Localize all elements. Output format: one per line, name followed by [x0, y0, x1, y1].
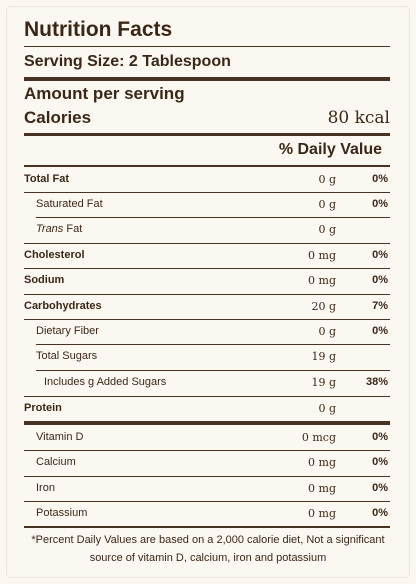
nutrient-row-total-fat: Total Fat 0 g 0% [24, 167, 390, 192]
nutrient-name: Cholesterol [24, 249, 85, 261]
calories-divider [24, 133, 390, 136]
nutrient-amount: 19 g [311, 376, 336, 389]
header-divider [24, 165, 390, 167]
nutrient-amount: 0 mg [308, 456, 336, 469]
nutrient-amount: 0 g [318, 402, 336, 415]
nutrient-row-carbohydrates: Carbohydrates 20 g 7% [24, 294, 390, 319]
nutrient-row-iron: Iron 0 mg 0% [24, 476, 390, 501]
nutrient-name: Total Sugars [36, 350, 98, 362]
nutrient-amount: 0 mg [308, 482, 336, 495]
nutrient-amount: 0 g [318, 325, 336, 338]
nutrient-row-cholesterol: Cholesterol 0 mg 0% [24, 243, 390, 268]
nutrient-name: Dietary Fiber [36, 325, 99, 337]
nutrient-name: Iron [36, 482, 55, 494]
row-divider [24, 450, 390, 451]
nutrient-amount: 0 mg [308, 507, 336, 520]
nutrient-dv: 0% [372, 173, 388, 185]
label-title: Nutrition Facts [24, 18, 173, 41]
protein-divider [24, 421, 390, 425]
trans-rest: Fat [63, 223, 83, 235]
row-divider [24, 476, 390, 477]
nutrient-dv: 0% [372, 249, 388, 261]
nutrient-name: Trans Fat [36, 223, 82, 235]
nutrient-name: Potassium [36, 507, 88, 519]
nutrient-row-added-sugars: Includes g Added Sugars 19 g 38% [24, 370, 390, 395]
row-divider [24, 501, 390, 502]
row-divider [24, 268, 390, 269]
row-divider [24, 319, 390, 320]
row-divider [24, 396, 390, 397]
nutrient-dv: 7% [372, 300, 388, 312]
serving-divider [24, 77, 390, 81]
nutrient-row-protein: Protein 0 g [24, 396, 390, 421]
amount-per-serving: Amount per serving [24, 84, 185, 103]
title-divider [24, 46, 390, 47]
nutrient-dv: 0% [372, 456, 388, 468]
nutrient-dv: 0% [372, 325, 388, 337]
row-divider [24, 243, 390, 244]
nutrient-amount: 0 g [318, 223, 336, 236]
nutrient-name: Protein [24, 402, 62, 414]
nutrient-row-trans-fat: Trans Fat 0 g [24, 217, 390, 242]
serving-size: Serving Size: 2 Tablespoon [24, 53, 231, 70]
nutrient-amount: 0 mcg [301, 431, 336, 444]
nutrient-name: Calcium [36, 456, 76, 468]
row-divider [36, 370, 390, 371]
nutrient-dv: 0% [372, 198, 388, 210]
nutrient-row-calcium: Calcium 0 mg 0% [24, 450, 390, 475]
nutrient-dv: 0% [372, 482, 388, 494]
nutrient-name: Total Fat [24, 173, 70, 185]
nutrient-row-dietary-fiber: Dietary Fiber 0 g 0% [24, 319, 390, 344]
footnote: *Percent Daily Values are based on a 2,0… [31, 534, 385, 564]
nutrient-name: Carbohydrates [24, 300, 102, 312]
row-divider [36, 217, 390, 218]
trans-italic: Trans [36, 223, 64, 235]
nutrient-row-vitamin-d: Vitamin D 0 mcg 0% [24, 425, 390, 450]
nutrient-amount: 0 g [318, 173, 336, 186]
nutrient-name: Saturated Fat [36, 198, 103, 210]
nutrient-amount: 0 mg [308, 249, 336, 262]
nutrient-row-saturated-fat: Saturated Fat 0 g 0% [24, 192, 390, 217]
nutrient-amount: 19 g [311, 350, 336, 363]
nutrient-dv: 0% [372, 507, 388, 519]
nutrient-name: Vitamin D [36, 431, 84, 443]
calories-label: Calories [24, 108, 92, 127]
nutrient-amount: 0 g [318, 198, 336, 211]
nutrient-row-sodium: Sodium 0 mg 0% [24, 268, 390, 293]
nutrient-row-potassium: Potassium 0 mg 0% [24, 501, 390, 526]
row-divider [24, 192, 390, 193]
footnote-divider [24, 526, 390, 528]
nutrient-name: Sodium [24, 274, 65, 286]
nutrient-dv: 0% [372, 431, 388, 443]
nutrition-label [7, 7, 409, 577]
daily-value-header: % Daily Value [278, 141, 382, 158]
row-divider [24, 294, 390, 295]
nutrient-row-total-sugars: Total Sugars 19 g [24, 344, 390, 369]
row-divider [36, 344, 390, 345]
nutrient-dv: 0% [372, 274, 388, 286]
nutrient-dv: 38% [365, 376, 388, 388]
nutrient-amount: 0 mg [308, 274, 336, 287]
nutrient-name: Includes g Added Sugars [44, 376, 167, 388]
nutrient-amount: 20 g [311, 300, 336, 313]
calories-value: 80 kcal [327, 108, 390, 128]
